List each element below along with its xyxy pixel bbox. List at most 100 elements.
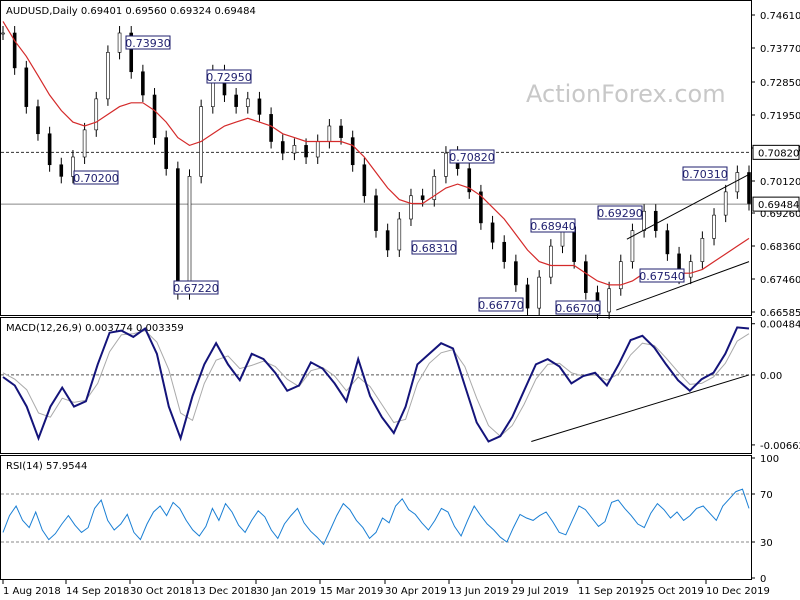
price-annotation-label: 0.70200 (73, 172, 119, 185)
x-tick-label: 30 Oct 2018 (130, 586, 192, 597)
candle-body (665, 230, 670, 255)
candle-body (584, 261, 588, 293)
price-ytick-label: 0.72850 (760, 78, 800, 89)
candle-body (94, 98, 99, 131)
price-plot: 0.73930 0.72950 0.70200 0.67220 0.70820 0.683… (1, 21, 751, 319)
candle-body (747, 172, 751, 204)
candle-body (397, 218, 402, 251)
price-annotation-box (411, 240, 457, 255)
candle-body (374, 195, 378, 231)
x-tick-label: 10 Dec 2019 (706, 586, 770, 597)
candle-body (47, 133, 52, 166)
candle-body (152, 94, 157, 138)
price-ytick-label: 0.66585 (760, 308, 800, 319)
candle-body (420, 195, 425, 200)
price-annotation-box (206, 69, 252, 84)
price-annotation-label: 0.66770 (478, 299, 524, 312)
price-annotation-label: 0.70820 (449, 151, 495, 164)
candle-body (688, 261, 693, 278)
candle-body (385, 230, 390, 251)
candle-body (187, 176, 192, 293)
candle-body (129, 32, 134, 73)
price-panel-title: AUDUSD,Daily 0.69401 0.69560 0.69324 0.6… (6, 6, 256, 17)
macd-panel-frame (0, 317, 752, 454)
candle-body (280, 141, 285, 154)
candle-body (653, 210, 658, 231)
candle-body (630, 230, 635, 262)
price-annotation-label: 0.67540 (639, 270, 685, 283)
candle-body (514, 261, 518, 286)
candle-body (234, 94, 238, 107)
rsi-ytick-label: 70 (760, 490, 773, 501)
macd-trendline (531, 374, 750, 442)
candle-body (106, 52, 110, 100)
price-annotation-box (449, 149, 495, 164)
price-annotation-box (555, 300, 601, 315)
candle-body (618, 261, 623, 290)
macd-ytick-label: -0.006624 (760, 441, 800, 452)
price-annotation-box (530, 218, 576, 233)
rsi-ytick-label: 0 (760, 574, 766, 585)
reference-level-box (752, 144, 800, 160)
candle-body (467, 168, 472, 193)
candle-body (432, 176, 437, 200)
rsi-line (2, 488, 750, 546)
candle-body (735, 172, 740, 193)
candle-body (176, 168, 180, 293)
price-ytick-label: 0.68360 (760, 242, 800, 253)
macd-line (2, 326, 750, 443)
candle-body (642, 210, 646, 231)
candle-body (257, 98, 262, 115)
rsi-plot (1, 488, 751, 546)
candle-body (292, 145, 297, 154)
macd-panel-title: MACD(12,26,9) 0.003774 0.003359 (6, 323, 184, 334)
price-annotation-label: 0.68940 (530, 220, 576, 233)
trend-channel-line (616, 261, 750, 311)
price-annotation-label: 0.68310 (411, 242, 457, 255)
x-tick-label: 13 Jun 2019 (449, 586, 509, 597)
moving-average-line (2, 21, 750, 286)
price-annotation-box (597, 205, 643, 220)
candle-body (304, 145, 308, 158)
price-annotation-box (682, 166, 728, 181)
reference-level-label: 0.70820 (758, 148, 799, 159)
x-tick-label: 25 Oct 2019 (642, 586, 704, 597)
rsi-ytick-label: 30 (760, 538, 773, 549)
price-ytick-label: 0.70120 (760, 177, 800, 188)
candle-body (525, 284, 530, 309)
price-annotation-box (639, 268, 685, 283)
macd-ytick-label: 0.004847 (760, 320, 800, 331)
x-tick-label: 30 Apr 2019 (385, 586, 447, 597)
price-ytick-label: 0.67460 (760, 275, 800, 286)
price-annotation-label: 0.67220 (173, 282, 219, 295)
current-price-label: 0.69484 (758, 200, 799, 211)
price-annotation-label: 0.70310 (682, 168, 728, 181)
candle-body (712, 214, 716, 239)
candle-body (444, 152, 448, 177)
candle-body (700, 238, 705, 262)
candle-body (479, 191, 483, 224)
price-panel-frame (0, 0, 752, 316)
candle-body (350, 137, 355, 166)
candle-body (549, 245, 553, 278)
candle-body (607, 288, 611, 313)
candle-body (117, 32, 122, 53)
axes: 0.746100.737700.728500.719500.710300.701… (2, 11, 800, 597)
candle-body (537, 276, 541, 309)
candle-body (59, 164, 64, 177)
candle-body (269, 114, 273, 142)
x-tick-label: 1 Aug 2018 (3, 586, 61, 597)
current-price-box (752, 196, 800, 212)
candle-body (327, 125, 332, 142)
x-tick-label: 14 Sep 2018 (66, 586, 129, 597)
price-ytick-label: 0.73770 (760, 44, 800, 55)
candle-body (409, 195, 413, 220)
candle-body (362, 164, 367, 197)
price-annotation-label: 0.73930 (125, 37, 171, 50)
candle-body (82, 129, 87, 158)
macd-plot (1, 326, 751, 443)
candle-body (490, 222, 495, 243)
x-tick-label: 30 Jan 2019 (256, 586, 316, 597)
rsi-ytick-label: 100 (760, 454, 779, 465)
x-tick-label: 11 Sep 2019 (578, 586, 641, 597)
